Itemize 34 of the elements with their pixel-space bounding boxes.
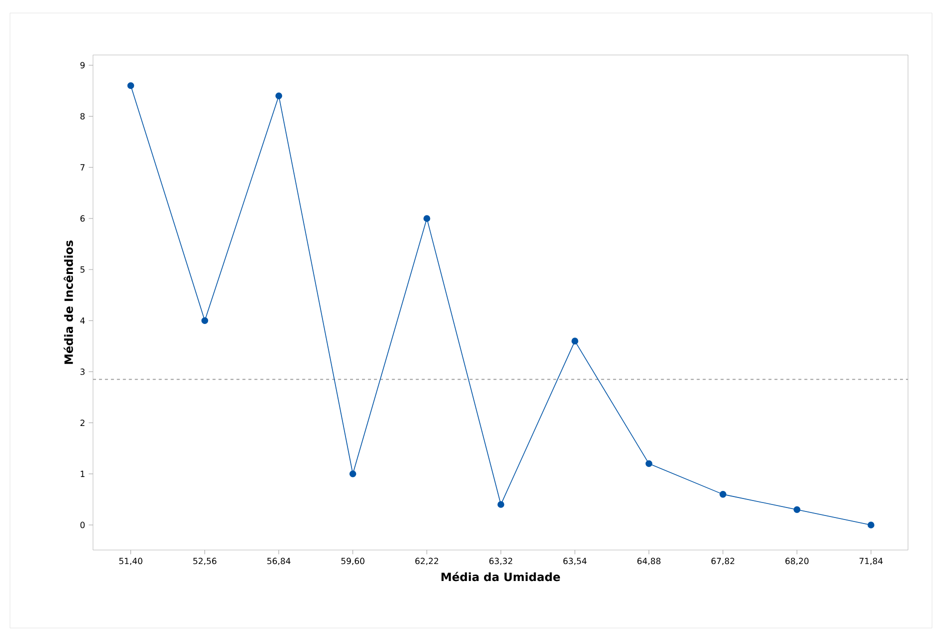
x-tick-label: 71,84 [860,558,883,566]
x-tick-label: 64,88 [637,558,660,566]
x-tick-label: 62,22 [415,558,438,566]
x-tick-label: 51,40 [119,558,142,566]
y-tick-label: 4 [80,318,85,324]
point [646,460,652,468]
point [201,317,208,324]
point [349,470,356,478]
y-tick-label: 0 [80,522,85,528]
y-tick-label: 5 [80,266,84,273]
y-tick-label: 9 [80,62,85,68]
point [127,82,134,90]
point [497,501,504,508]
x-tick-label: 59,60 [341,558,364,566]
point [794,506,800,514]
point [572,338,578,344]
point [720,490,726,498]
point [275,92,282,100]
point [423,215,430,222]
x-tick-label: 68,20 [785,558,809,566]
x-tick-label: 56,84 [267,558,290,566]
x-tick-label: 63,32 [489,558,512,566]
point [868,522,874,528]
y-tick-label: 3 [80,368,85,375]
y-tick-label: 7 [80,164,85,170]
y-axis-title: Média de Incêndios [64,240,73,364]
x-tick-label: 63,54 [563,558,587,566]
x-tick-label: 52,56 [193,558,216,566]
y-tick-label: 1 [80,470,84,477]
y-tick-label: 2 [80,420,84,426]
y-tick-label: 8 [80,113,85,120]
x-axis-title: Média da Umidade [442,572,560,582]
y-tick-label: 6 [80,215,85,222]
x-tick-label: 67,82 [711,558,734,566]
